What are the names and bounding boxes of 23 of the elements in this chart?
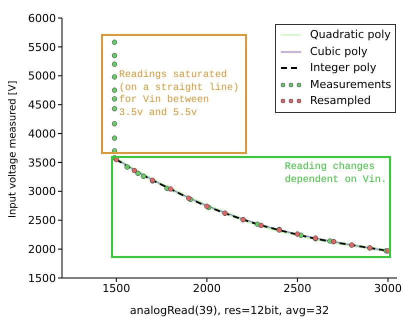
x-tick-label: 3000 <box>374 282 402 295</box>
y-tick-label: 3000 <box>28 185 56 198</box>
x-tick-label: 1500 <box>102 282 130 295</box>
x-axis-title: analogRead(39), res=12bit, avg=32 <box>130 304 330 317</box>
y-tick-label: 3500 <box>28 156 56 170</box>
x-tick-label: 2500 <box>283 282 312 295</box>
y-tick-label: 5500 <box>28 40 56 54</box>
y-tick-label: 2500 <box>28 214 56 228</box>
y-tick-label: 4500 <box>28 98 56 112</box>
y-tick-label: 4000 <box>28 127 56 140</box>
annotation: Reading changes dependent on Vin. <box>284 162 387 188</box>
y-tick-label: 1500 <box>28 272 56 285</box>
x-tick-label: 2000 <box>192 282 221 295</box>
legend-label: Cubic poly <box>310 44 368 60</box>
legend-label: Integer poly <box>310 60 376 76</box>
y-tick-label: 5000 <box>28 70 56 83</box>
legend-label: Resampled <box>310 93 371 109</box>
legend-label: Quadratic poly <box>310 27 391 43</box>
annotation: Readings saturated (on a straight line) for Vin between 3.5v and 5.5v <box>118 70 239 120</box>
legend-label: Measurements <box>310 76 392 92</box>
y-tick-label: 6000 <box>28 12 56 25</box>
y-axis-title: Input voltage measured [V] <box>8 80 19 218</box>
y-tick-label: 2000 <box>28 243 56 256</box>
